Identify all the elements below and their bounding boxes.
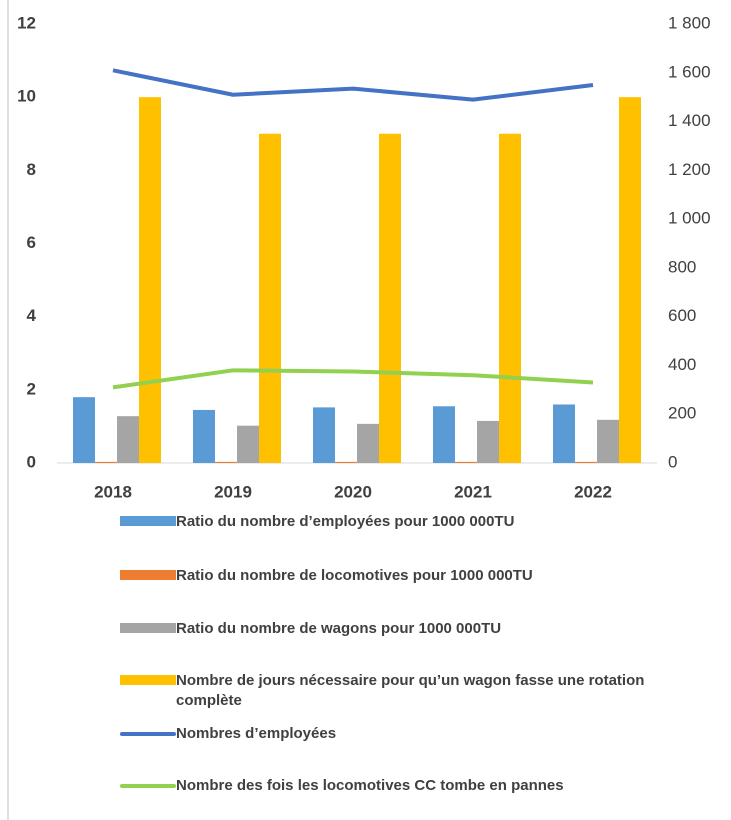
bar [95, 461, 117, 463]
y2-tick-label: 400 [668, 355, 696, 374]
legend-item: Ratio du nombre de locomotives pour 1000… [120, 566, 660, 586]
y2-tick-label: 1 600 [668, 62, 711, 81]
legend-item: Nombre de jours nécessaire pour qu’un wa… [120, 671, 660, 711]
bar [379, 133, 401, 463]
legend-label: Nombre des fois les locomotives CC tombe… [176, 777, 564, 794]
x-tick-label: 2019 [214, 482, 252, 501]
x-tick-label: 2021 [454, 482, 492, 501]
bar [259, 133, 281, 463]
bar [139, 97, 161, 464]
x-tick-label: 2018 [94, 482, 132, 501]
bar [499, 133, 521, 463]
legend-label: Ratio du nombre de locomotives pour 1000… [176, 567, 533, 584]
bar [553, 404, 575, 463]
y2-tick-label: 800 [668, 257, 696, 276]
legend-label: Ratio du nombre de wagons pour 1000 000T… [176, 620, 502, 637]
y2-tick-label: 0 [668, 452, 677, 471]
bar [357, 423, 379, 463]
legend-label: Ratio du nombre d’employées pour 1000 00… [176, 513, 515, 530]
y2-tick-label: 600 [668, 306, 696, 325]
y-tick-label: 2 [27, 379, 36, 398]
bar [73, 397, 95, 463]
y-tick-label: 0 [27, 452, 36, 471]
line [112, 368, 594, 390]
y2-tick-label: 1 200 [668, 160, 711, 179]
bar [619, 97, 641, 464]
y-tick-label: 12 [17, 13, 36, 32]
legend-item: Nombre des fois les locomotives CC tombe… [120, 776, 660, 796]
y2-tick-label: 1 000 [668, 209, 711, 228]
bar [477, 420, 499, 463]
bar [575, 461, 597, 463]
bar [597, 419, 619, 463]
y-tick-label: 10 [17, 87, 36, 106]
bar [313, 407, 335, 463]
legend-swatch [120, 675, 176, 685]
y-tick-label: 6 [27, 233, 36, 252]
legend-item: Ratio du nombre d’employées pour 1000 00… [120, 512, 660, 532]
bar [215, 461, 237, 463]
bar [433, 406, 455, 463]
legend-item: Nombres d’employées [120, 724, 660, 744]
legend-swatch [120, 732, 176, 736]
legend-swatch [120, 784, 176, 788]
line [112, 68, 594, 102]
legend-label: Nombre de jours nécessaire pour qu’un wa… [176, 672, 645, 709]
legend-swatch [120, 623, 176, 633]
y-tick-label: 8 [27, 160, 36, 179]
y2-tick-label: 200 [668, 404, 696, 423]
bar [117, 416, 139, 463]
legend-item: Ratio du nombre de wagons pour 1000 000T… [120, 619, 660, 639]
x-tick-label: 2022 [574, 482, 612, 501]
y2-tick-label: 1 400 [668, 111, 711, 130]
legend-label: Nombres d’employées [176, 725, 337, 742]
legend-swatch [120, 570, 176, 580]
legend-swatch [120, 516, 176, 526]
y2-tick-label: 1 800 [668, 13, 711, 32]
bar [193, 409, 215, 463]
bar [335, 461, 357, 463]
y-tick-label: 4 [27, 306, 37, 325]
x-tick-label: 2020 [334, 482, 372, 501]
bar [455, 461, 477, 463]
bar [237, 425, 259, 463]
